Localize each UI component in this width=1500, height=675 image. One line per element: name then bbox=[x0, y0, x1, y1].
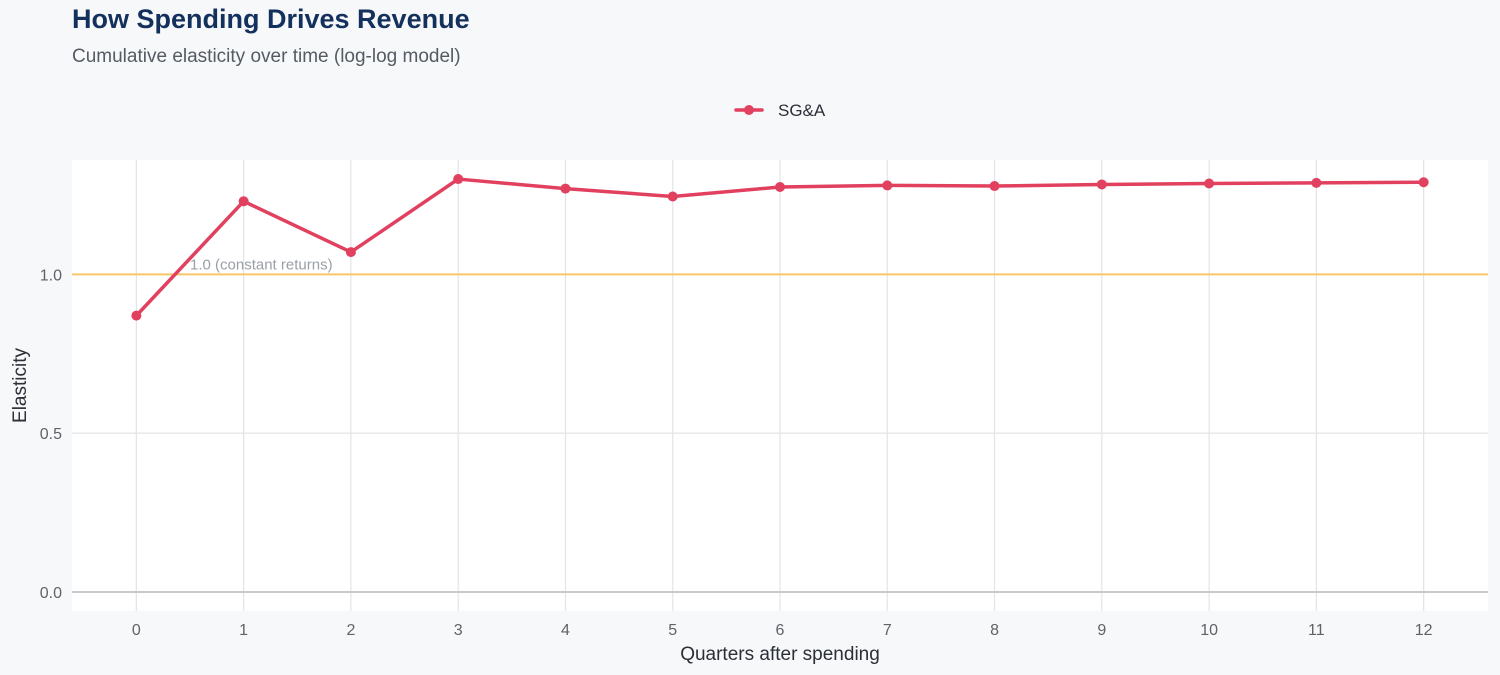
data-point-9 bbox=[1096, 179, 1107, 190]
x-tick-label-3: 3 bbox=[454, 622, 463, 639]
y-tick-label-0: 0.0 bbox=[40, 585, 62, 602]
x-tick-label-8: 8 bbox=[990, 622, 999, 639]
data-point-11 bbox=[1311, 177, 1322, 188]
x-tick-label-1: 1 bbox=[239, 622, 248, 639]
x-tick-label-7: 7 bbox=[883, 622, 892, 639]
x-tick-label-5: 5 bbox=[668, 622, 677, 639]
y-tick-label-2: 1.0 bbox=[40, 267, 62, 284]
legend-swatch-point bbox=[744, 105, 754, 115]
x-tick-label-0: 0 bbox=[132, 622, 141, 639]
reference-layer: 1.0 (constant returns) bbox=[72, 256, 1488, 276]
data-point-8 bbox=[989, 181, 1000, 192]
x-tick-label-12: 12 bbox=[1415, 622, 1433, 639]
x-tick-label-2: 2 bbox=[346, 622, 355, 639]
data-point-7 bbox=[882, 180, 893, 191]
data-point-5 bbox=[667, 191, 678, 202]
chart-subtitle: Cumulative elasticity over time (log-log… bbox=[72, 46, 461, 67]
chart-title: How Spending Drives Revenue bbox=[72, 4, 470, 34]
legend-label-0: SG&A bbox=[778, 101, 826, 120]
reference-line-label: 1.0 (constant returns) bbox=[190, 256, 333, 273]
legend: SG&A bbox=[734, 101, 826, 120]
y-tick-label-1: 0.5 bbox=[40, 426, 62, 443]
tick-layer: 0 1 2 3 4 5 6 7 8 9 10 11 120.00.51.0 bbox=[40, 267, 1433, 639]
x-tick-label-4: 4 bbox=[561, 622, 570, 639]
data-point-0 bbox=[131, 310, 142, 321]
data-point-6 bbox=[775, 181, 785, 192]
data-point-4 bbox=[560, 183, 571, 194]
data-point-10 bbox=[1204, 178, 1215, 189]
data-point-3 bbox=[453, 174, 464, 185]
series-layer bbox=[131, 174, 1429, 321]
x-tick-label-11: 11 bbox=[1308, 622, 1325, 639]
y-axis-title: Elasticity bbox=[10, 348, 31, 423]
data-point-2 bbox=[345, 247, 356, 258]
data-point-1 bbox=[238, 196, 249, 207]
x-tick-label-6: 6 bbox=[776, 622, 785, 639]
x-tick-label-10: 10 bbox=[1200, 622, 1218, 639]
data-point-12 bbox=[1418, 177, 1429, 188]
x-axis-title: Quarters after spending bbox=[680, 644, 880, 665]
x-tick-label-9: 9 bbox=[1097, 622, 1106, 639]
